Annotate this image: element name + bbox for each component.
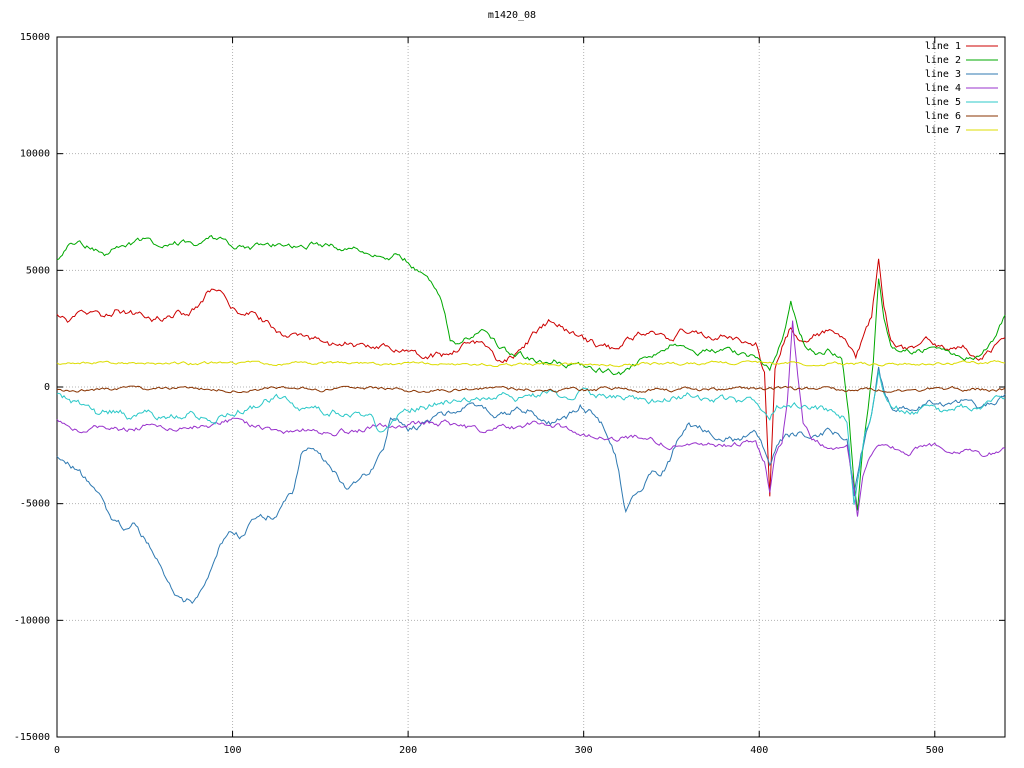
y-tick-label: -10000 — [14, 615, 50, 626]
legend-label-line-3: line 3 — [925, 69, 961, 80]
y-tick-label: 0 — [44, 382, 50, 393]
x-tick-label: 500 — [926, 745, 944, 756]
y-tick-label: -15000 — [14, 732, 50, 743]
legend-label-line-7: line 7 — [925, 125, 961, 136]
series-line-6 — [56, 385, 1006, 394]
chart-title: m1420_08 — [487, 10, 537, 21]
x-tick-label: 300 — [575, 745, 593, 756]
x-tick-label: 100 — [224, 745, 242, 756]
series-line-3 — [56, 366, 1006, 605]
legend-label-line-4: line 4 — [925, 83, 961, 94]
series-line-5 — [56, 370, 1006, 505]
legend-label-line-6: line 6 — [925, 111, 961, 122]
y-tick-label: 15000 — [20, 32, 50, 43]
series-line-4 — [56, 320, 1006, 517]
x-tick-label: 0 — [54, 745, 60, 756]
x-tick-label: 200 — [399, 745, 417, 756]
series-line-2 — [56, 234, 1006, 511]
legend-label-line-2: line 2 — [925, 55, 961, 66]
y-tick-label: 10000 — [20, 149, 50, 160]
y-tick-label: 5000 — [26, 265, 50, 276]
series-line-7 — [56, 359, 1006, 368]
x-tick-label: 400 — [750, 745, 768, 756]
series-line-1 — [56, 258, 1006, 497]
y-tick-label: -5000 — [20, 499, 50, 510]
legend-label-line-5: line 5 — [925, 97, 961, 108]
legend-label-line-1: line 1 — [925, 41, 961, 52]
